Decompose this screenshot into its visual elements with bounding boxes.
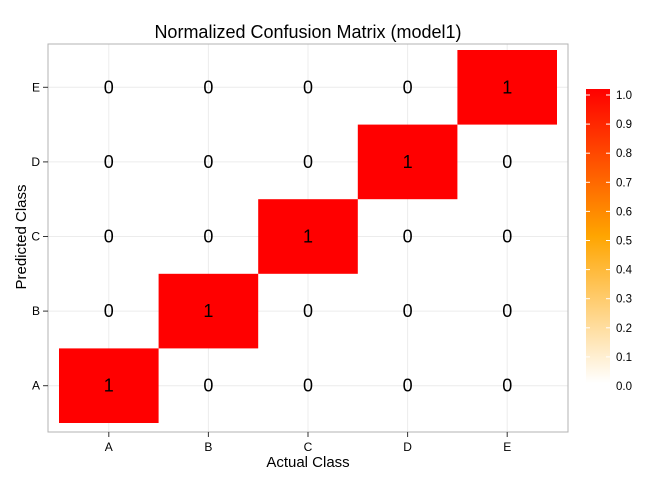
cell-value-label-C-C: 1 [303, 227, 313, 247]
y-axis-title: Predicted Class [13, 184, 30, 289]
cell-value-label-D-C: 0 [403, 227, 413, 247]
heatmap-cell-D-D [357, 124, 458, 200]
cell-value-label-D-A: 0 [403, 376, 413, 396]
cell-value-label-E-D: 0 [502, 152, 512, 172]
colorbar-tick-label-4: 0.4 [616, 265, 633, 277]
colorbar-legend: 0.0 0.1 0.2 0.3 0.4 0.5 0.6 0.7 0.8 0.9 1.0 [586, 89, 633, 393]
heatmap-cell-E-E [457, 50, 557, 125]
heatmap-cell-A-A [59, 348, 159, 423]
y-tick-label-D: D [31, 155, 40, 169]
heatmap-cell-B-B [158, 273, 259, 349]
cell-value-label-C-D: 0 [303, 152, 313, 172]
colorbar-gradient [586, 89, 610, 383]
colorbar-tick-label-2: 0.2 [616, 323, 632, 335]
axis-ticks: A B C D E A B C D E [31, 80, 511, 454]
colorbar-tick-label-3: 0.3 [616, 294, 632, 306]
cell-value-label-D-B: 0 [403, 301, 413, 321]
heatmap-cell-C-C [258, 199, 358, 274]
x-axis-title: Actual Class [266, 454, 349, 471]
cell-value-label-C-A: 0 [303, 376, 313, 396]
cell-value-label-B-E: 0 [203, 77, 213, 97]
cell-value-label-A-C: 0 [104, 227, 114, 247]
cell-value-label-B-C: 0 [203, 227, 213, 247]
x-tick-label-D: D [403, 440, 412, 454]
cell-value-label-B-B: 1 [203, 301, 213, 321]
colorbar-tick-label-9: 0.9 [616, 119, 632, 131]
heatmap-cells: 1 0 0 0 0 0 1 0 0 0 0 0 1 0 0 0 0 0 1 0 0 0 0 0 1 [59, 50, 557, 423]
cell-value-label-B-A: 0 [203, 376, 213, 396]
y-tick-label-C: C [31, 230, 40, 244]
cell-value-label-E-A: 0 [502, 376, 512, 396]
x-tick-label-A: A [105, 440, 113, 454]
x-tick-label-B: B [204, 440, 212, 454]
cell-value-label-E-C: 0 [502, 227, 512, 247]
cell-value-label-A-D: 0 [104, 152, 114, 172]
colorbar-tick-label-7: 0.7 [616, 177, 632, 189]
colorbar-tick-label-5: 0.5 [616, 236, 632, 248]
x-tick-label-E: E [503, 440, 511, 454]
cell-value-label-E-E: 1 [502, 77, 512, 97]
y-tick-label-A: A [32, 379, 40, 393]
cell-value-label-A-B: 0 [104, 301, 114, 321]
cell-value-label-D-E: 0 [403, 77, 413, 97]
y-tick-label-E: E [32, 80, 40, 94]
cell-value-label-C-E: 0 [303, 77, 313, 97]
colorbar-tick-label-6: 0.6 [616, 206, 632, 218]
cell-value-label-C-B: 0 [303, 301, 313, 321]
cell-value-label-A-A: 1 [104, 376, 114, 396]
colorbar-tick-label-10: 1.0 [616, 90, 632, 102]
chart-title: Normalized Confusion Matrix (model1) [154, 22, 461, 42]
colorbar-tick-label-8: 0.8 [616, 148, 632, 160]
colorbar-tick-label-1: 0.1 [616, 352, 632, 364]
cell-value-label-A-E: 0 [104, 77, 114, 97]
cell-value-label-E-B: 0 [502, 301, 512, 321]
cell-value-label-B-D: 0 [203, 152, 213, 172]
cell-value-label-D-D: 1 [403, 152, 413, 172]
y-tick-label-B: B [32, 304, 40, 318]
x-tick-label-C: C [304, 440, 313, 454]
colorbar-tick-label-0: 0.0 [616, 381, 632, 393]
